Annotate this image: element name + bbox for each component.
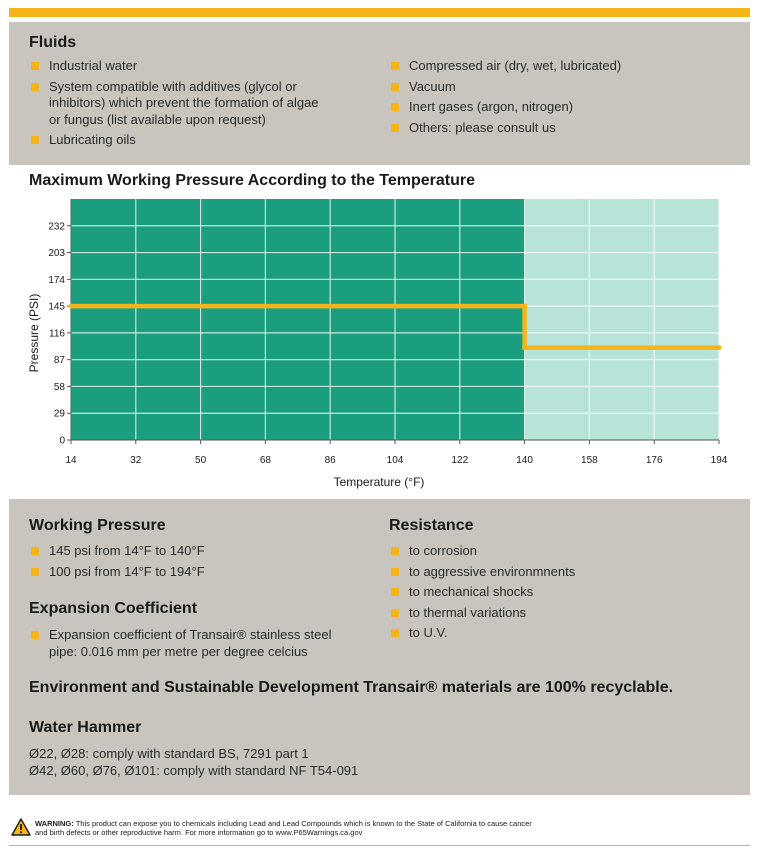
list-item: Inert gases (argon, nitrogen) (389, 99, 729, 116)
fluids-left-list: Industrial water System compatible with … (29, 58, 329, 153)
list-item: Industrial water (29, 58, 329, 75)
y-tick-label: 116 (49, 328, 65, 339)
series-point (68, 303, 74, 309)
list-item: to mechanical shocks (389, 584, 729, 601)
y-tick-label: 203 (48, 248, 65, 259)
top-accent-bar (9, 8, 750, 17)
warning-label: WARNING: (35, 819, 74, 828)
pressure-chart: 14 32 50 68 86 104 122 140 158 176 194 0 29 58 87 116 1… (27, 199, 728, 489)
warning-text: WARNING: This product can expose you to … (35, 819, 735, 837)
y-tick-label: 145 (48, 302, 65, 313)
warning-line: and birth defects or other reproductive … (35, 828, 363, 837)
series-point (522, 303, 528, 309)
list-item: Expansion coefficient of Transair® stain… (29, 627, 359, 660)
expansion-heading: Expansion Coefficient (29, 600, 198, 617)
pressure-series-line (71, 303, 719, 350)
x-tick-label: 68 (260, 455, 272, 466)
list-item: to U.V. (389, 625, 729, 642)
list-item: 145 psi from 14°F to 140°F (29, 543, 359, 560)
y-tick-label: 29 (54, 409, 66, 420)
environment-statement: Environment and Sustainable Development … (29, 679, 674, 696)
x-tick-label: 140 (516, 455, 533, 466)
bottom-accent-line (9, 845, 750, 846)
specs-panel: Working Pressure 145 psi from 14°F to 14… (9, 499, 750, 795)
list-item: Others: please consult us (389, 120, 729, 137)
x-tick-label: 50 (195, 455, 207, 466)
expansion-list: Expansion coefficient of Transair® stain… (29, 627, 359, 664)
series-point (522, 345, 528, 351)
list-item: to corrosion (389, 543, 729, 560)
list-item: Vacuum (389, 79, 729, 96)
working-pressure-list: 145 psi from 14°F to 140°F 100 psi from … (29, 543, 359, 584)
prop65-warning: WARNING: This product can expose you to … (9, 816, 750, 844)
chart-region-0 (71, 199, 525, 440)
y-tick-label: 87 (54, 355, 66, 366)
fluids-heading: Fluids (29, 34, 77, 51)
warning-icon (11, 818, 31, 836)
x-tick-label: 86 (325, 455, 337, 466)
x-tick-label: 32 (130, 455, 142, 466)
x-tick-label: 194 (711, 455, 728, 466)
x-tick-label: 104 (387, 455, 404, 466)
list-item: Lubricating oils (29, 132, 329, 149)
fluids-panel: Fluids Industrial water System compatibl… (9, 22, 750, 165)
list-item: 100 psi from 14°F to 194°F (29, 564, 359, 581)
x-tick-label: 176 (646, 455, 663, 466)
list-item: to aggressive environmnents (389, 564, 729, 581)
y-axis-label: Pressure (PSI) (27, 294, 41, 373)
x-tick-label: 158 (581, 455, 598, 466)
x-tick-label: 14 (65, 455, 77, 466)
resistance-heading: Resistance (389, 517, 474, 534)
y-tick-label: 232 (48, 221, 65, 232)
chart-title: Maximum Working Pressure According to th… (29, 172, 476, 189)
water-hammer-line: Ø42, Ø60, Ø76, Ø101: comply with standar… (29, 763, 359, 778)
list-item: System compatible with additives (glycol… (29, 79, 329, 129)
x-tick-label: 122 (451, 455, 468, 466)
resistance-list: to corrosion to aggressive environmnents… (389, 543, 729, 646)
water-hammer-line: Ø22, Ø28: comply with standard BS, 7291 … (29, 746, 309, 761)
y-tick-label: 58 (54, 382, 66, 393)
y-tick-label: 0 (59, 436, 65, 447)
fluids-right-list: Compressed air (dry, wet, lubricated) Va… (389, 58, 729, 140)
warning-line: This product can expose you to chemicals… (75, 819, 532, 828)
water-hammer-heading: Water Hammer (29, 719, 142, 736)
y-tick-label: 174 (48, 275, 65, 286)
x-axis-label: Temperature (°F) (334, 475, 425, 489)
list-item: to thermal variations (389, 605, 729, 622)
chart-region-1 (524, 199, 719, 440)
series-point (716, 345, 722, 351)
list-item: Compressed air (dry, wet, lubricated) (389, 58, 729, 75)
working-pressure-heading: Working Pressure (29, 517, 166, 534)
